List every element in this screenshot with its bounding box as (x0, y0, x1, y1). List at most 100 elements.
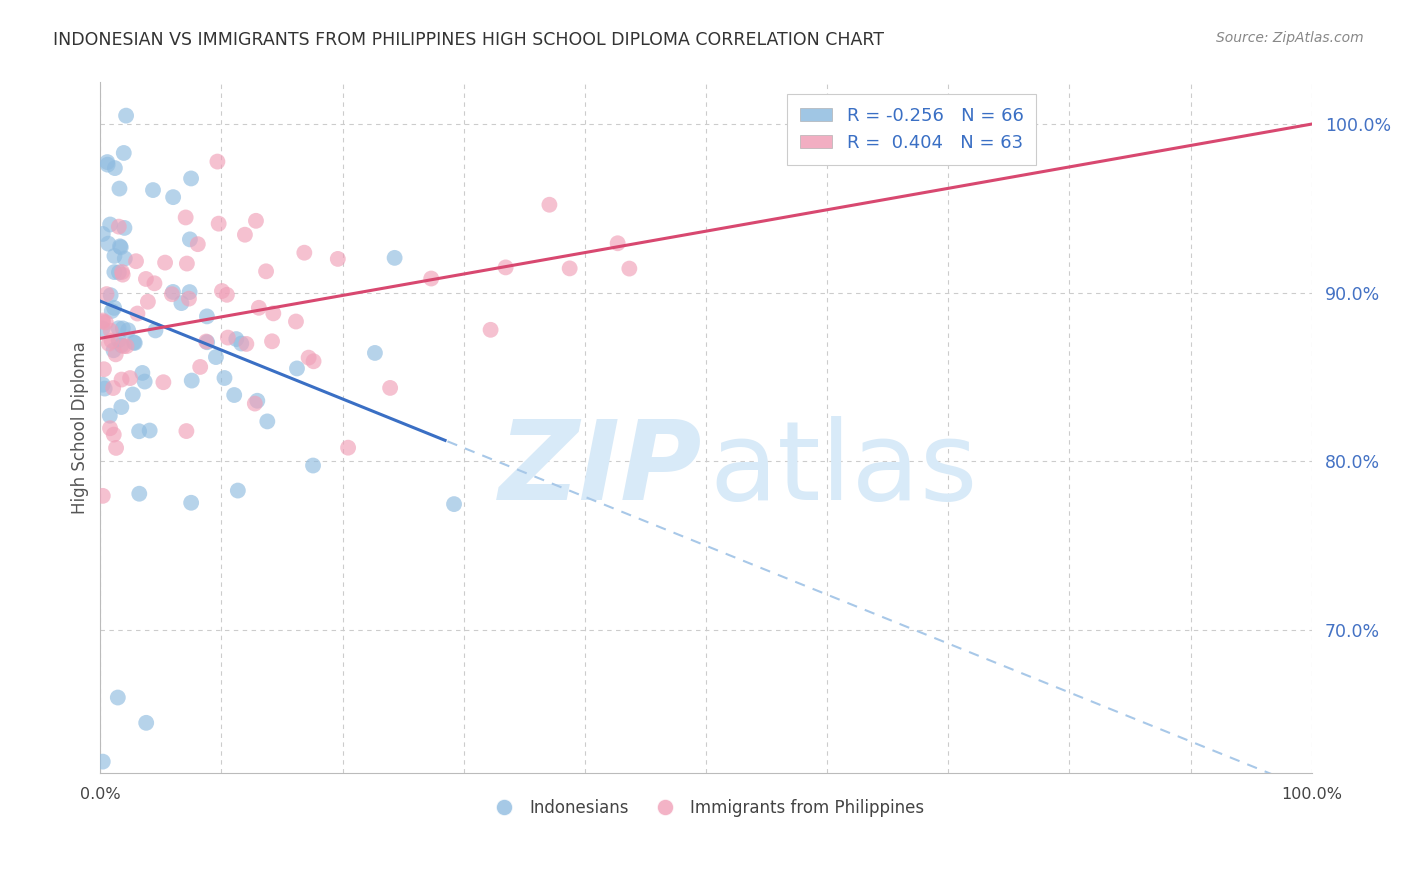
Point (131, 366, 153, 380)
Point (108, 265, 131, 279)
Point (97, 236, 120, 251)
Point (254, 264, 277, 278)
Point (122, 335, 145, 350)
Point (558, 261, 581, 276)
Point (262, 306, 284, 320)
Point (91, 227, 114, 241)
Point (100, 324, 122, 338)
Point (207, 154, 229, 169)
Point (177, 292, 200, 306)
Point (179, 285, 201, 299)
Point (104, 347, 127, 361)
Text: INDONESIAN VS IMMIGRANTS FROM PHILIPPINES HIGH SCHOOL DIPLOMA CORRELATION CHART: INDONESIAN VS IMMIGRANTS FROM PHILIPPINE… (53, 31, 884, 49)
Point (112, 145, 135, 160)
Point (225, 332, 247, 346)
Point (231, 336, 253, 351)
Point (110, 400, 132, 414)
Point (302, 354, 325, 368)
Point (217, 330, 239, 344)
Point (224, 388, 246, 402)
Point (91, 313, 114, 327)
Point (96, 155, 118, 169)
Point (143, 277, 166, 291)
Point (243, 396, 266, 410)
Point (160, 287, 183, 301)
Point (479, 323, 502, 337)
Point (128, 487, 150, 501)
Point (91, 321, 114, 335)
Point (138, 424, 160, 438)
Point (128, 424, 150, 438)
Point (176, 424, 198, 438)
Point (93, 362, 115, 376)
Point (214, 371, 236, 385)
Point (115, 109, 138, 123)
Point (292, 245, 315, 260)
Point (108, 239, 131, 253)
Point (107, 321, 129, 335)
Point (135, 715, 157, 730)
Point (378, 381, 401, 395)
Point (107, 690, 129, 705)
Point (208, 217, 231, 231)
Point (136, 294, 159, 309)
Text: ZIP: ZIP (499, 416, 703, 523)
Point (180, 374, 202, 388)
Point (115, 339, 138, 353)
Point (124, 335, 146, 350)
Point (104, 161, 127, 175)
Point (96, 287, 118, 301)
Point (103, 265, 125, 279)
Point (260, 334, 283, 349)
Point (103, 343, 125, 358)
Point (110, 373, 132, 387)
Point (103, 249, 125, 263)
Legend: Indonesians, Immigrants from Philippines: Indonesians, Immigrants from Philippines (481, 793, 931, 824)
Point (110, 240, 132, 254)
Point (247, 301, 270, 315)
Point (195, 334, 218, 349)
Point (145, 323, 167, 337)
Point (298, 351, 321, 365)
Point (108, 219, 131, 234)
Point (180, 496, 202, 510)
Point (337, 441, 360, 455)
Point (108, 181, 131, 195)
Point (112, 339, 135, 353)
Point (195, 310, 218, 324)
Point (285, 314, 308, 328)
Point (235, 337, 257, 351)
Point (619, 261, 641, 276)
Point (111, 268, 134, 282)
Point (246, 393, 269, 408)
Point (125, 254, 148, 268)
Point (91, 377, 114, 392)
Point (170, 296, 193, 310)
Point (179, 232, 201, 246)
Point (384, 251, 406, 265)
Point (162, 190, 184, 204)
Point (420, 271, 443, 285)
Point (162, 285, 184, 299)
Point (233, 227, 256, 242)
Point (127, 306, 149, 320)
Text: atlas: atlas (710, 416, 979, 523)
Point (176, 256, 198, 270)
Point (91, 489, 114, 503)
Point (91, 755, 114, 769)
Point (91, 315, 114, 329)
Point (98, 218, 121, 232)
Point (495, 260, 517, 275)
Point (256, 414, 278, 428)
Point (211, 284, 233, 298)
Point (114, 252, 136, 266)
Point (285, 361, 308, 376)
Y-axis label: High School Diploma: High School Diploma (72, 342, 89, 514)
Text: Source: ZipAtlas.com: Source: ZipAtlas.com (1216, 31, 1364, 45)
Point (103, 381, 125, 395)
Point (135, 272, 157, 286)
Point (98, 409, 121, 423)
Point (245, 214, 267, 228)
Point (111, 265, 134, 279)
Point (302, 458, 325, 473)
